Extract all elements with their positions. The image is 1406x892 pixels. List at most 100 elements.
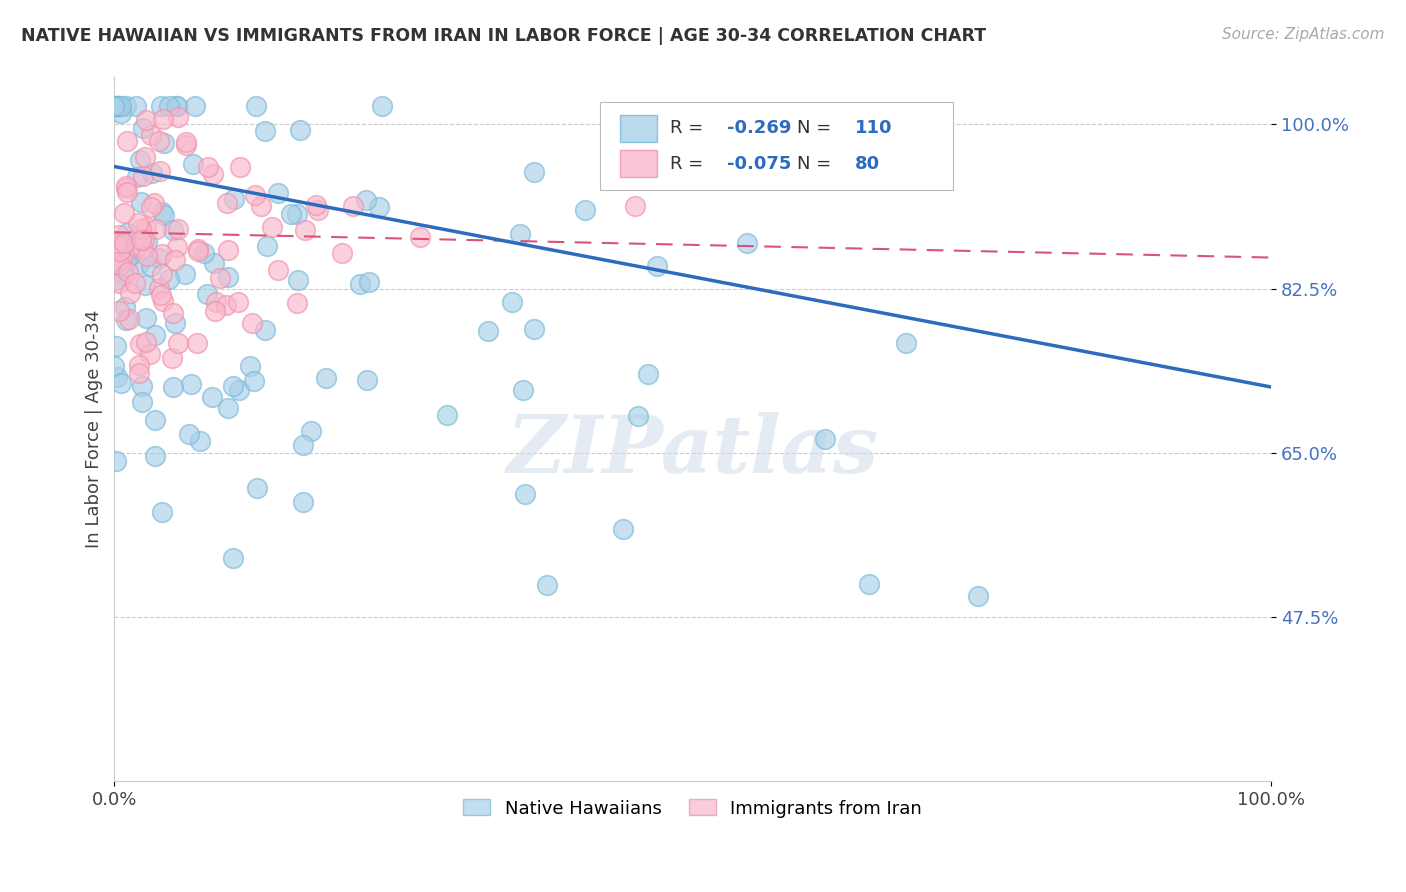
Point bbox=[107, 228, 129, 243]
Bar bbox=[620, 115, 657, 142]
Text: 80: 80 bbox=[855, 155, 880, 173]
Point bbox=[112, 236, 135, 251]
Point bbox=[160, 351, 183, 365]
Point bbox=[245, 98, 267, 112]
Point bbox=[215, 298, 238, 312]
Point bbox=[253, 124, 276, 138]
Point bbox=[141, 201, 163, 215]
Point bbox=[105, 339, 128, 353]
Point bbox=[128, 359, 150, 373]
Point bbox=[242, 375, 264, 389]
Point bbox=[115, 134, 138, 148]
Point bbox=[141, 166, 163, 180]
Point bbox=[103, 359, 125, 374]
Point bbox=[150, 268, 173, 282]
Point bbox=[107, 98, 129, 112]
Point bbox=[205, 295, 228, 310]
Point bbox=[149, 163, 172, 178]
Point bbox=[157, 98, 180, 112]
Point bbox=[299, 424, 322, 438]
Point bbox=[103, 98, 125, 112]
Point bbox=[165, 98, 187, 112]
Point bbox=[153, 208, 176, 222]
Point bbox=[157, 272, 180, 286]
Point bbox=[108, 258, 131, 272]
Point bbox=[187, 244, 209, 258]
Point bbox=[150, 505, 173, 519]
Point bbox=[305, 197, 328, 211]
Point bbox=[145, 222, 167, 236]
Point bbox=[120, 285, 142, 300]
Point bbox=[183, 157, 205, 171]
Point bbox=[104, 273, 127, 287]
Point bbox=[654, 132, 676, 146]
Point bbox=[513, 487, 536, 501]
Point bbox=[330, 246, 353, 260]
Point bbox=[125, 98, 148, 112]
Point bbox=[315, 371, 337, 385]
Point bbox=[217, 270, 239, 285]
Point bbox=[131, 241, 153, 255]
Point bbox=[285, 295, 308, 310]
Point bbox=[409, 230, 432, 244]
Point bbox=[202, 167, 225, 181]
Point bbox=[112, 268, 135, 282]
Point bbox=[128, 366, 150, 380]
Point bbox=[222, 379, 245, 393]
Point bbox=[152, 293, 174, 308]
Point bbox=[574, 202, 596, 217]
Point bbox=[143, 413, 166, 427]
Point bbox=[135, 335, 157, 350]
Point bbox=[250, 199, 273, 213]
Point bbox=[162, 380, 184, 394]
Text: R =: R = bbox=[669, 155, 709, 173]
Point bbox=[222, 551, 245, 566]
Point bbox=[501, 295, 523, 310]
Point bbox=[267, 186, 290, 201]
Point bbox=[217, 244, 239, 258]
Point bbox=[135, 112, 157, 127]
Point bbox=[645, 259, 668, 273]
Point bbox=[256, 239, 278, 253]
Point bbox=[107, 98, 129, 112]
Point bbox=[115, 226, 138, 240]
Point bbox=[187, 242, 209, 256]
Point bbox=[150, 247, 173, 261]
Bar bbox=[620, 151, 657, 178]
Point bbox=[368, 200, 391, 214]
Point bbox=[149, 288, 172, 302]
Point bbox=[114, 300, 136, 314]
Point bbox=[176, 135, 198, 149]
Text: N =: N = bbox=[797, 155, 837, 173]
Point bbox=[139, 128, 162, 143]
Point bbox=[226, 295, 249, 310]
Point bbox=[262, 219, 284, 234]
Point bbox=[125, 240, 148, 254]
Point bbox=[291, 437, 314, 451]
Text: 110: 110 bbox=[855, 120, 893, 137]
Point bbox=[166, 336, 188, 351]
Point bbox=[131, 395, 153, 409]
Point bbox=[149, 98, 172, 112]
Point bbox=[523, 322, 546, 336]
Point bbox=[197, 160, 219, 174]
Point bbox=[120, 248, 142, 262]
Point bbox=[193, 246, 215, 260]
Point bbox=[111, 253, 134, 268]
Point bbox=[509, 227, 531, 242]
Point bbox=[166, 240, 188, 254]
Point bbox=[108, 244, 131, 259]
Point bbox=[342, 199, 364, 213]
Point bbox=[135, 219, 157, 234]
Point bbox=[108, 98, 131, 112]
Text: -0.075: -0.075 bbox=[727, 155, 792, 173]
Point bbox=[371, 98, 394, 112]
Point bbox=[285, 206, 308, 220]
Point bbox=[111, 235, 134, 250]
Point bbox=[104, 98, 127, 112]
Point bbox=[148, 281, 170, 295]
Point bbox=[280, 207, 302, 221]
Y-axis label: In Labor Force | Age 30-34: In Labor Force | Age 30-34 bbox=[86, 310, 103, 549]
Point bbox=[967, 589, 990, 603]
FancyBboxPatch shape bbox=[600, 102, 953, 190]
